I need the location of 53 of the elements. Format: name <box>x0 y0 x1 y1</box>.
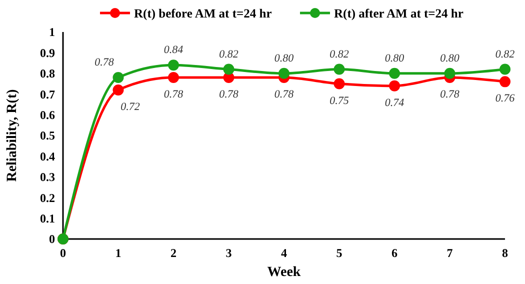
data-label: 0.80 <box>440 52 460 64</box>
point <box>500 76 510 88</box>
data-label: 0.78 <box>164 88 184 101</box>
y-tick-label: 0.5 <box>40 128 55 143</box>
point <box>389 68 400 79</box>
point <box>168 72 179 84</box>
y-tick-label: 0.1 <box>40 212 55 226</box>
data-label: 0.78 <box>94 56 114 69</box>
x-tick-label: 6 <box>392 246 398 260</box>
x-tick-label: 0 <box>60 246 66 260</box>
x-tick-label: 3 <box>226 246 232 260</box>
data-label: 0.78 <box>440 88 460 101</box>
y-tick-label: 0.8 <box>40 66 55 81</box>
x-tick-label: 2 <box>170 246 176 260</box>
data-label: 0.74 <box>384 96 405 109</box>
x-tick-label: 4 <box>281 246 287 260</box>
y-tick-label: 0.4 <box>40 149 55 164</box>
data-label: 0.76 <box>495 92 516 105</box>
y-tick-label: 0.2 <box>40 190 55 205</box>
point <box>278 68 290 79</box>
point <box>334 78 345 90</box>
data-label: 0.82 <box>495 48 516 60</box>
y-tick-label: 0.6 <box>40 108 55 122</box>
point <box>223 64 234 75</box>
data-label: 0.72 <box>120 100 140 113</box>
point <box>444 68 456 79</box>
legend-label: R(t) before AM at t=24 hr <box>134 6 272 20</box>
data-label: 0.84 <box>164 44 184 56</box>
y-axis-title: Reliability, R(t) <box>5 88 20 182</box>
x-tick-label: 8 <box>502 246 508 260</box>
x-axis-title: Week <box>267 265 301 280</box>
point <box>112 72 124 84</box>
data-label: 0.78 <box>219 88 239 101</box>
x-tick-label: 5 <box>336 246 342 260</box>
y-tick-label: 0.7 <box>40 87 55 102</box>
point <box>500 64 510 75</box>
data-label: 0.82 <box>219 48 239 60</box>
point <box>168 60 179 71</box>
y-tick-label: 0.3 <box>40 170 55 184</box>
data-label: 0.82 <box>330 48 350 60</box>
x-tick-label: 7 <box>446 246 453 260</box>
y-tick-label: 0 <box>49 232 55 246</box>
y-tick-label: 0.9 <box>40 46 55 60</box>
data-label: 0.80 <box>274 52 294 64</box>
legend-label: R(t) after AM at t=24 hr <box>334 6 464 20</box>
data-label: 0.75 <box>330 94 350 107</box>
data-label: 0.80 <box>384 52 405 64</box>
y-tick-label: 1 <box>49 25 55 40</box>
x-tick-label: 1 <box>115 246 122 260</box>
point <box>112 84 124 96</box>
data-label: 0.78 <box>274 88 294 101</box>
point <box>334 64 345 75</box>
point <box>389 80 400 92</box>
